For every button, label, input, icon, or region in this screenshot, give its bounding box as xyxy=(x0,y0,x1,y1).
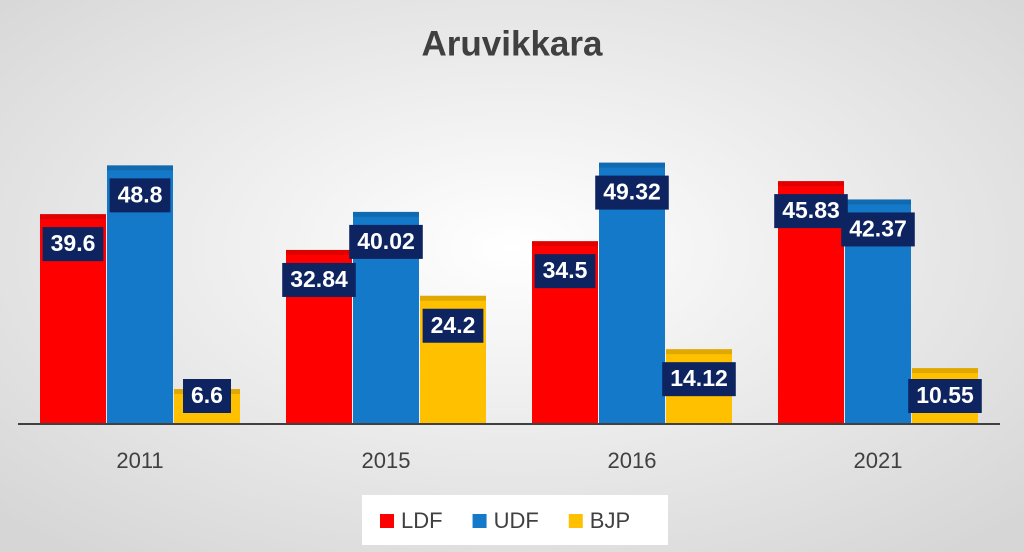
data-label-box xyxy=(183,379,231,413)
data-label-box xyxy=(349,224,423,259)
data-label-box xyxy=(282,262,356,297)
bar-cap xyxy=(40,214,106,220)
data-label: 45.83 xyxy=(782,197,840,223)
data-label: 39.6 xyxy=(51,230,96,256)
bar-cap xyxy=(353,211,419,217)
data-label: 48.8 xyxy=(118,181,163,207)
data-label: 24.2 xyxy=(431,312,476,338)
legend-label: LDF xyxy=(401,508,443,533)
legend-swatch xyxy=(472,514,487,528)
x-tick-label: 2011 xyxy=(116,448,163,473)
legend-swatch xyxy=(568,514,583,528)
bar-cap xyxy=(845,199,911,205)
bar-cap xyxy=(599,162,665,168)
bar-cap xyxy=(778,181,844,187)
data-label-box xyxy=(109,178,171,213)
data-label-box xyxy=(595,175,669,210)
data-label-box xyxy=(42,227,104,262)
bar-cap xyxy=(107,165,173,171)
data-label: 14.12 xyxy=(670,365,728,391)
bar-cap xyxy=(420,295,486,301)
bar-cap xyxy=(532,241,598,247)
data-label: 32.84 xyxy=(290,266,348,292)
x-tick-label: 2021 xyxy=(854,448,903,473)
data-label-box xyxy=(662,362,736,397)
data-label: 49.32 xyxy=(603,179,661,205)
bar-cap xyxy=(912,368,978,374)
bar-cap xyxy=(666,349,732,355)
data-label: 42.37 xyxy=(849,216,907,242)
data-label-box xyxy=(774,194,848,229)
data-label-box xyxy=(422,308,484,343)
legend-label: UDF xyxy=(494,508,539,533)
data-label: 40.02 xyxy=(357,228,415,254)
legend-swatch xyxy=(380,514,394,528)
legend-label: BJP xyxy=(590,508,630,533)
data-label-box xyxy=(841,212,915,247)
data-label-box xyxy=(908,379,982,413)
data-label-box xyxy=(534,254,596,289)
data-label: 34.5 xyxy=(543,257,588,283)
data-label: 6.6 xyxy=(191,382,223,408)
chart-title: Aruvikkara xyxy=(422,24,603,63)
data-label: 10.55 xyxy=(916,382,974,408)
x-tick-label: 2016 xyxy=(608,448,657,473)
legend xyxy=(362,495,668,545)
bar-cap xyxy=(286,249,352,255)
x-tick-label: 2015 xyxy=(362,448,411,473)
